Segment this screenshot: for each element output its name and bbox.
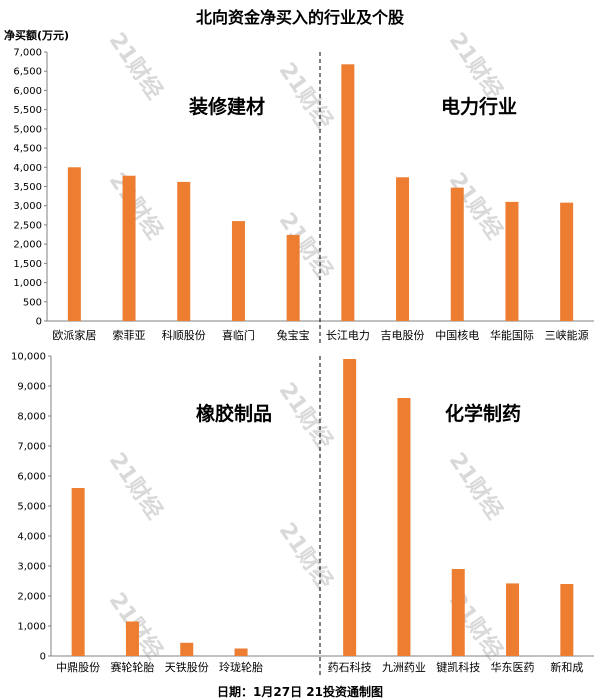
- group-label: 装修建材: [188, 95, 265, 118]
- bar: [177, 181, 191, 321]
- category-label: 兔宝宝: [277, 328, 310, 342]
- y-tick-label: 8,000: [17, 412, 46, 423]
- category-label: 中国核电: [435, 328, 479, 342]
- bar: [286, 234, 300, 321]
- y-tick-label: 5,000: [13, 124, 42, 135]
- category-label: 新和成: [550, 660, 583, 674]
- bar: [71, 488, 85, 656]
- bar: [343, 359, 357, 656]
- category-label: 赛轮轮胎: [110, 660, 154, 674]
- watermark: 21财经: [444, 28, 508, 104]
- watermark: 21财经: [104, 28, 168, 104]
- y-tick-label: 1,500: [13, 259, 42, 270]
- category-label: 玲珑轮胎: [219, 660, 263, 674]
- category-label: 键凯科技: [436, 660, 480, 674]
- y-tick-label: 5,000: [17, 502, 46, 513]
- y-tick-label: 0: [40, 652, 46, 663]
- category-label: 药石科技: [328, 660, 372, 674]
- panel-top: 0 500 1,000 1,500 2,000 2,500 3,000 3,500 4,000 4…: [13, 48, 594, 343]
- watermark: 21财经: [274, 518, 338, 594]
- group-label: 化学制药: [445, 402, 521, 425]
- y-tick-label: 4,000: [13, 163, 42, 174]
- group-label: 橡胶制品: [196, 402, 272, 425]
- y-tick-label: 3,000: [13, 201, 42, 212]
- bar: [180, 642, 194, 656]
- watermark: 21财经: [274, 208, 338, 284]
- y-tick-label: 7,000: [17, 442, 46, 453]
- category-label: 欧派家居: [52, 328, 96, 342]
- group-label: 电力行业: [441, 95, 517, 118]
- category-label: 长江电力: [326, 329, 370, 342]
- watermark: 21财经: [104, 448, 168, 524]
- bar: [560, 202, 574, 321]
- chart-title: 北向资金净买入的行业及个股: [195, 8, 404, 27]
- y-tick-label: 2,000: [13, 240, 42, 251]
- y-tick-label: 10,000: [11, 352, 46, 363]
- category-label: 喜临门: [222, 328, 255, 342]
- watermark: 21财经: [104, 168, 168, 244]
- watermark: 21财经: [274, 378, 338, 454]
- category-label: 华东医药: [491, 660, 535, 674]
- bar: [505, 201, 519, 321]
- bar: [122, 175, 136, 321]
- bar: [450, 187, 464, 321]
- y-tick-label: 2,500: [13, 220, 42, 231]
- bar: [451, 569, 465, 656]
- bar: [396, 177, 410, 321]
- y-tick-label: 6,500: [13, 67, 42, 78]
- y-axis-label: 净买额(万元): [4, 29, 70, 42]
- y-tick-label: 4,000: [17, 532, 46, 543]
- footer-caption: 日期：1月27日 21投资通制图: [217, 685, 383, 699]
- category-label: 天铁股份: [165, 661, 209, 674]
- category-label: 吉电股份: [381, 329, 425, 342]
- bar: [67, 167, 81, 321]
- bar: [231, 221, 245, 321]
- y-tick-label: 6,000: [13, 86, 42, 97]
- bar: [234, 648, 248, 656]
- y-tick-label: 0: [36, 317, 42, 328]
- bar: [341, 64, 355, 321]
- bar: [125, 621, 139, 656]
- category-label: 九洲药业: [382, 661, 426, 674]
- y-tick-label: 4,500: [13, 144, 42, 155]
- y-tick-label: 2,000: [17, 592, 46, 603]
- bar: [560, 584, 574, 656]
- y-tick-label: 3,000: [17, 562, 46, 573]
- watermark: 21财经: [444, 448, 508, 524]
- category-label: 华能国际: [490, 328, 534, 342]
- category-label: 三峡能源: [545, 328, 589, 342]
- y-tick-label: 7,000: [13, 48, 42, 59]
- panel-bottom: 0 1,000 2,000 3,000 4,000 5,000 6,000 7,000 8,00…: [11, 352, 594, 678]
- category-label: 索菲亚: [113, 328, 146, 342]
- category-label: 科顺股份: [162, 328, 206, 342]
- y-tick-label: 1,000: [17, 622, 46, 633]
- watermark: 21财经: [274, 58, 338, 134]
- bar: [397, 398, 411, 656]
- watermark-layer: 21财经 21财经 21财经21财经21财经21财经21财经21财经21财经21财经…: [104, 28, 508, 664]
- y-tick-label: 6,000: [17, 472, 46, 483]
- bar: [506, 583, 520, 656]
- category-label: 中鼎股份: [56, 661, 100, 674]
- y-tick-label: 9,000: [17, 382, 46, 393]
- y-tick-label: 5,500: [13, 105, 42, 116]
- y-tick-label: 1,000: [13, 278, 42, 289]
- y-tick-label: 500: [23, 297, 42, 308]
- y-tick-label: 3,500: [13, 182, 42, 193]
